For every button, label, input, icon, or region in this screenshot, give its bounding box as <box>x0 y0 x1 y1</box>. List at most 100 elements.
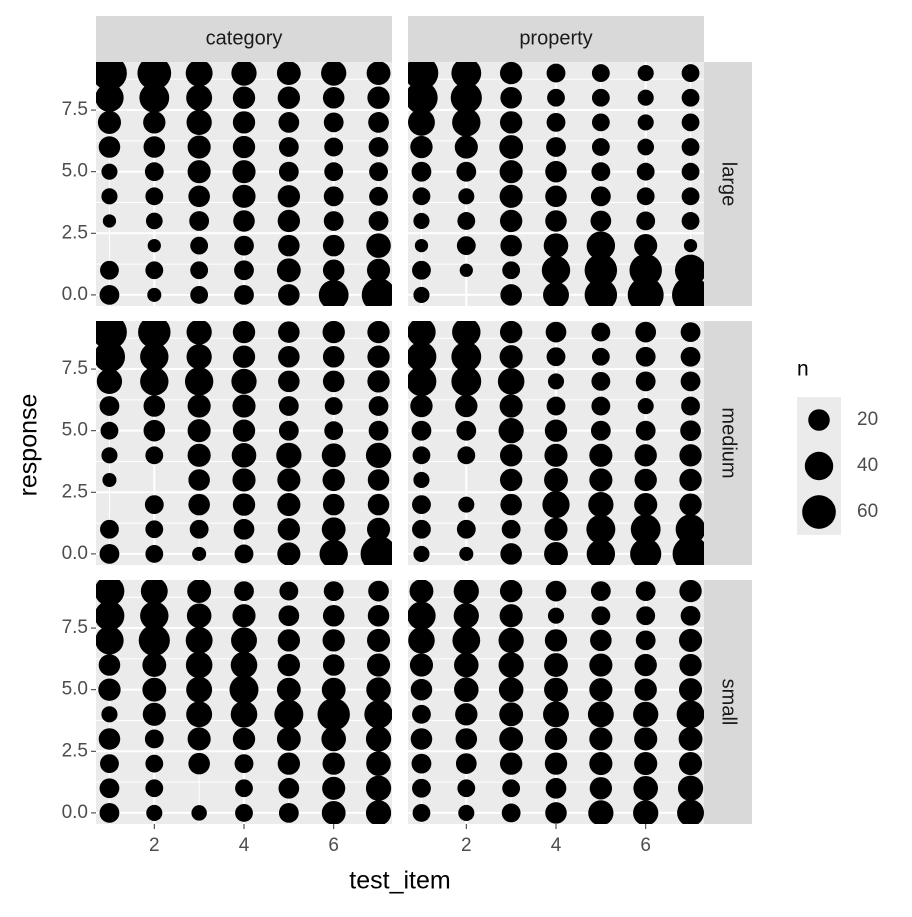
point <box>458 496 475 513</box>
point <box>499 752 523 775</box>
point <box>232 493 256 516</box>
point <box>145 261 164 280</box>
point <box>499 394 523 418</box>
point <box>366 751 391 776</box>
point <box>278 234 300 257</box>
point <box>278 396 299 416</box>
point <box>100 421 119 440</box>
point <box>367 469 390 491</box>
point <box>321 726 346 752</box>
point <box>637 65 654 82</box>
point <box>545 185 567 208</box>
point <box>410 678 433 701</box>
point <box>408 108 435 136</box>
point <box>681 64 700 82</box>
point <box>637 114 654 131</box>
point <box>142 677 167 702</box>
point <box>277 542 301 565</box>
point <box>501 803 521 823</box>
point <box>410 135 433 159</box>
facet-label: small <box>718 679 740 726</box>
point <box>364 700 392 729</box>
point <box>636 187 655 206</box>
legend-title: n <box>797 358 809 381</box>
point <box>276 677 301 702</box>
point <box>545 210 567 232</box>
point <box>323 112 344 133</box>
x-tick-label: 6 <box>328 835 339 856</box>
point <box>545 321 567 343</box>
point <box>412 778 431 798</box>
point <box>366 517 391 541</box>
y-axis-title: response <box>15 394 43 497</box>
point <box>543 233 569 258</box>
point <box>675 514 704 545</box>
point <box>96 626 124 655</box>
point <box>500 493 522 516</box>
point <box>408 321 436 347</box>
point <box>188 469 210 491</box>
point <box>547 373 565 390</box>
point <box>276 727 301 751</box>
point <box>635 371 656 392</box>
point <box>498 627 524 654</box>
point <box>324 137 344 157</box>
facet-strip <box>408 16 704 62</box>
point <box>324 421 344 441</box>
point <box>499 135 524 159</box>
point <box>192 546 207 561</box>
point <box>360 535 392 565</box>
point <box>102 472 117 488</box>
point <box>322 345 345 368</box>
point <box>235 779 253 798</box>
point <box>99 544 120 564</box>
point <box>544 541 568 565</box>
point <box>232 160 256 184</box>
point <box>677 775 704 801</box>
point <box>143 419 166 442</box>
point <box>278 605 300 627</box>
point <box>500 284 522 306</box>
point <box>678 678 703 702</box>
point <box>278 370 300 393</box>
point <box>138 624 170 656</box>
point <box>457 212 476 230</box>
point <box>408 366 437 397</box>
point <box>139 82 170 113</box>
point <box>459 546 474 561</box>
point <box>544 677 568 702</box>
point <box>234 235 254 256</box>
point <box>276 62 301 86</box>
point <box>322 493 345 516</box>
point <box>635 630 656 651</box>
point <box>413 545 430 562</box>
point <box>678 752 703 776</box>
point <box>544 653 568 677</box>
point <box>101 447 118 464</box>
point <box>185 62 213 87</box>
point <box>101 706 118 723</box>
point <box>99 803 120 823</box>
point <box>459 263 473 277</box>
point <box>278 777 300 799</box>
point <box>277 653 301 677</box>
legend-symbol <box>802 495 836 529</box>
facet-strip <box>704 62 752 306</box>
point <box>184 367 214 396</box>
point <box>187 394 211 418</box>
point <box>144 162 164 182</box>
point <box>545 580 567 602</box>
point <box>277 86 301 109</box>
point <box>451 366 482 397</box>
point <box>680 371 701 392</box>
legend-symbol <box>808 409 830 431</box>
legend-label: 20 <box>857 409 878 430</box>
point <box>368 211 389 231</box>
point <box>454 135 478 159</box>
point <box>452 321 481 347</box>
point <box>546 112 566 132</box>
point <box>322 234 345 257</box>
point <box>634 493 658 517</box>
point <box>543 701 569 728</box>
point <box>322 629 345 652</box>
